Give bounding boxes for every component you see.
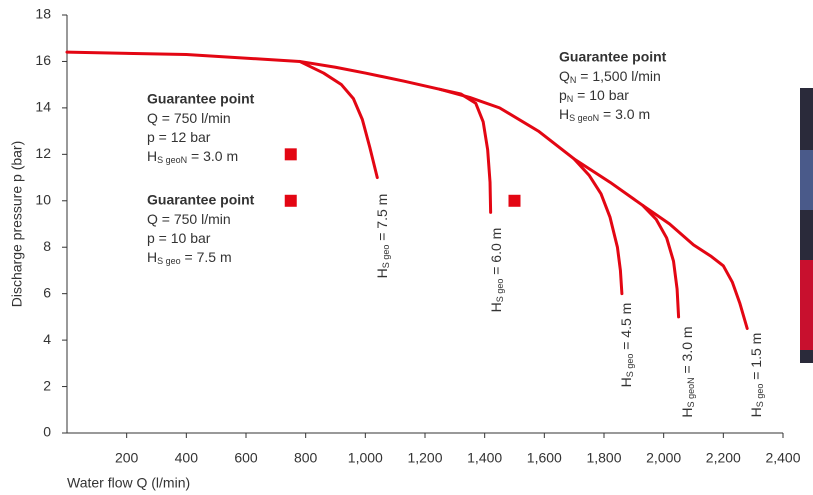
y-tick-label: 10 [35,191,51,207]
text-sub: S geoN [157,155,187,165]
y-tick-label: 18 [35,6,51,22]
y-tick-label: 0 [43,424,51,440]
text-rest: = 3.0 m [187,148,238,164]
text-sub: S geo [381,245,391,269]
x-tick-label: 2,200 [706,450,741,466]
y-tick-label: 8 [43,238,51,254]
text-main: H [488,302,504,312]
text-rest: = 7.5 m [181,249,232,265]
x-tick-label: 200 [115,450,139,466]
text-main: H [374,268,390,278]
curve [572,157,624,296]
text-rest: = 7.5 m [374,194,390,245]
text-sub: N [567,94,574,104]
y-tick-label: 6 [43,284,51,300]
text-sub: S geo [157,256,181,266]
text-sub: S geo [755,384,765,408]
text-sub: S geo [625,354,635,378]
text-rest: = 1,500 l/min [576,68,660,84]
curve-label: HS geoN = 3.0 m [679,326,697,417]
curve [438,87,493,214]
curve [65,50,749,330]
annotation-line: pN = 10 bar [559,87,629,105]
y-tick-label: 4 [43,331,51,347]
annotation-line: p = 12 bar [147,129,211,145]
y-tick-label: 16 [35,52,51,68]
x-tick-label: 400 [175,450,199,466]
annotation-title: Guarantee point [559,49,667,65]
guarantee-marker [284,194,297,207]
text-main: Q [559,68,570,84]
text-main: H [618,377,634,387]
text-rest: = 10 bar [573,87,629,103]
text-rest: = 4.5 m [618,303,634,354]
annotation-line: QN = 1,500 l/min [559,68,661,86]
text-sub: N [570,75,577,85]
text-main: Q = 750 l/min [147,211,231,227]
annotation-line: HS geo = 7.5 m [147,249,232,267]
annotation-line: Q = 750 l/min [147,211,231,227]
text-main: H [559,106,569,122]
guarantee-marker [284,148,297,161]
curve [641,203,681,319]
text-sub: S geo [495,279,505,303]
text-main: H [679,407,695,417]
text-rest: = 1.5 m [748,333,764,384]
annotation-title: Guarantee point [147,91,255,107]
curve-label: HS geo = 7.5 m [374,194,392,279]
x-tick-label: 1,000 [348,450,383,466]
text-rest: = 3.0 m [599,106,650,122]
text-sub: S geoN [569,113,599,123]
text-main: H [748,407,764,417]
text-main: p = 12 bar [147,129,211,145]
annotation-line: p = 10 bar [147,230,211,246]
guarantee-marker [508,194,521,207]
x-tick-label: 600 [234,450,258,466]
y-tick-label: 12 [35,145,51,161]
y-tick-label: 2 [43,377,51,393]
x-tick-label: 1,800 [586,450,621,466]
annotation-line: Q = 750 l/min [147,110,231,126]
text-rest: = 3.0 m [679,326,695,377]
x-tick-label: 1,200 [407,450,442,466]
y-axis-label: Discharge pressure p (bar) [9,141,25,308]
text-main: H [147,148,157,164]
annotation-title: Guarantee point [147,192,255,208]
text-main: Q = 750 l/min [147,110,231,126]
x-axis-label: Water flow Q (l/min) [67,475,190,491]
x-tick-label: 1,600 [527,450,562,466]
text-main: p [559,87,567,103]
curve-label: HS geo = 1.5 m [748,333,766,418]
x-tick-label: 2,400 [765,450,800,466]
x-tick-label: 1,400 [467,450,502,466]
annotation-line: HS geoN = 3.0 m [147,148,238,166]
photo-fragment [800,88,813,363]
y-tick-label: 14 [35,99,51,115]
curve-label: HS geo = 4.5 m [618,303,636,388]
x-tick-label: 2,000 [646,450,681,466]
text-main: H [147,249,157,265]
curve-label: HS geo = 6.0 m [488,228,506,313]
annotation-line: HS geoN = 3.0 m [559,106,650,124]
x-tick-label: 800 [294,450,318,466]
text-main: p = 10 bar [147,230,211,246]
text-sub: S geoN [686,377,696,407]
text-rest: = 6.0 m [488,228,504,279]
curve [298,59,379,180]
